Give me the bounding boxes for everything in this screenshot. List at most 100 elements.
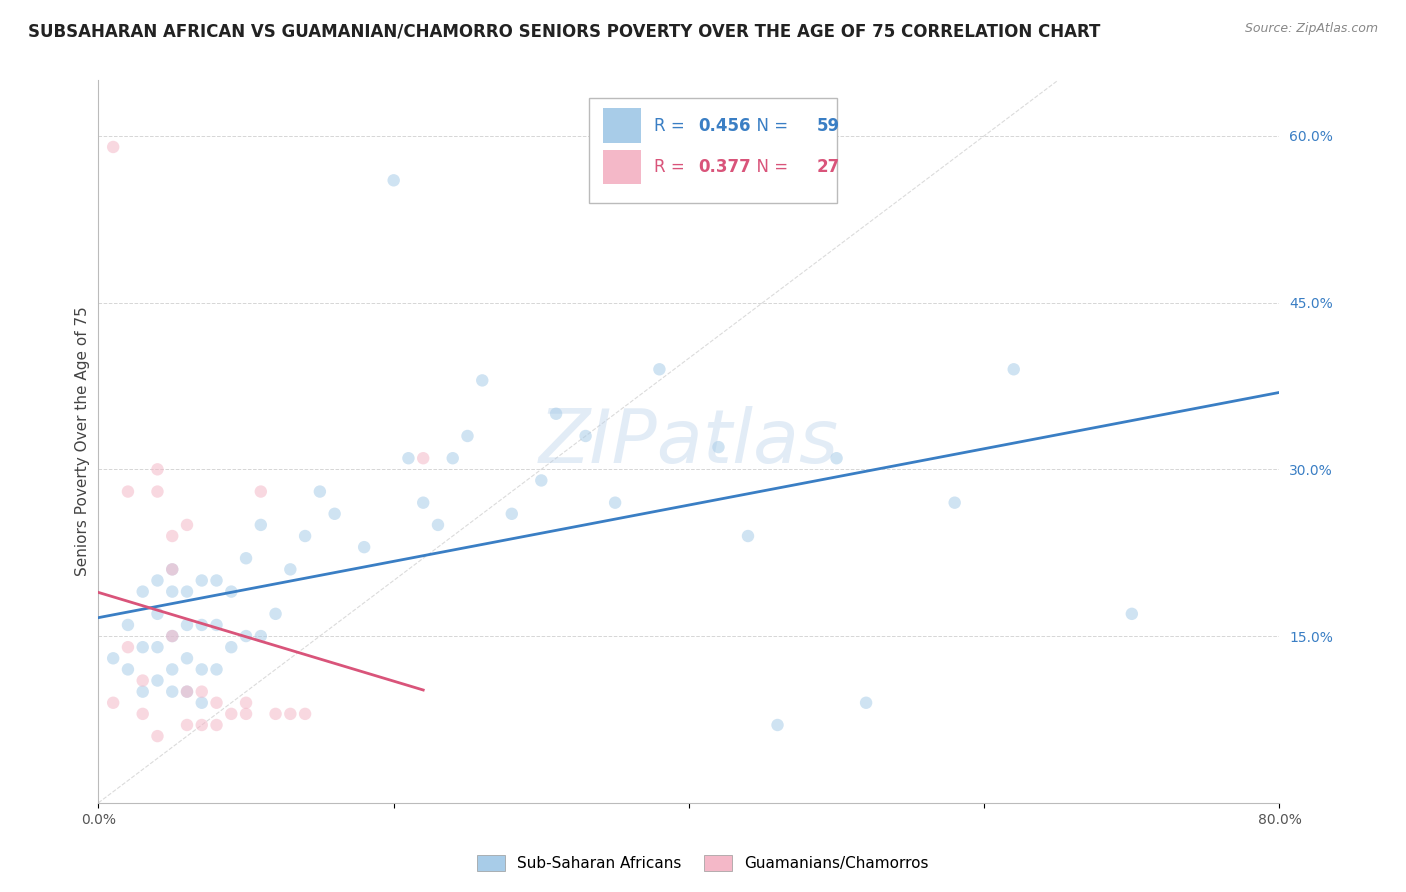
Point	[412, 496, 434, 510]
Point	[176, 584, 198, 599]
Text: R =: R =	[654, 117, 689, 135]
Point	[191, 574, 214, 588]
Point	[205, 718, 228, 732]
Point	[280, 706, 302, 721]
Point	[103, 140, 125, 154]
Point	[855, 696, 877, 710]
Point	[146, 607, 169, 621]
Point	[427, 517, 450, 532]
Point	[382, 173, 405, 187]
Point	[117, 484, 139, 499]
Point	[176, 651, 198, 665]
Bar	[603, 150, 641, 185]
Point	[162, 562, 183, 576]
Point	[176, 684, 198, 698]
Point	[648, 362, 671, 376]
Point	[205, 662, 228, 676]
Point	[825, 451, 848, 466]
Point	[132, 584, 155, 599]
Point	[205, 574, 228, 588]
Point	[162, 684, 183, 698]
Point	[323, 507, 346, 521]
Point	[162, 629, 183, 643]
Point	[146, 729, 169, 743]
Point	[221, 584, 243, 599]
Point	[221, 706, 243, 721]
Point	[235, 551, 257, 566]
Point	[1002, 362, 1025, 376]
Point	[191, 684, 214, 698]
Point	[176, 517, 198, 532]
Point	[162, 529, 183, 543]
Point	[162, 562, 183, 576]
Point	[146, 462, 169, 476]
Point	[146, 673, 169, 688]
Point	[235, 706, 257, 721]
Point	[264, 607, 287, 621]
FancyBboxPatch shape	[589, 98, 837, 203]
Point	[117, 640, 139, 655]
Point	[530, 474, 553, 488]
Point	[575, 429, 598, 443]
Text: 0.377: 0.377	[699, 158, 751, 176]
Point	[132, 640, 155, 655]
Y-axis label: Seniors Poverty Over the Age of 75: Seniors Poverty Over the Age of 75	[75, 307, 90, 576]
Point	[412, 451, 434, 466]
Point	[162, 662, 183, 676]
Point	[766, 718, 789, 732]
Point	[191, 618, 214, 632]
Point	[176, 684, 198, 698]
Point	[441, 451, 464, 466]
Point	[191, 662, 214, 676]
Point	[250, 629, 273, 643]
Point	[943, 496, 966, 510]
Point	[546, 407, 568, 421]
Point	[250, 484, 273, 499]
Text: Source: ZipAtlas.com: Source: ZipAtlas.com	[1244, 22, 1378, 36]
Point	[280, 562, 302, 576]
Text: SUBSAHARAN AFRICAN VS GUAMANIAN/CHAMORRO SENIORS POVERTY OVER THE AGE OF 75 CORR: SUBSAHARAN AFRICAN VS GUAMANIAN/CHAMORRO…	[28, 22, 1101, 40]
Point	[162, 629, 183, 643]
Point	[205, 696, 228, 710]
Text: 0.456: 0.456	[699, 117, 751, 135]
Point	[457, 429, 479, 443]
Point	[294, 529, 316, 543]
Point	[191, 718, 214, 732]
Point	[132, 684, 155, 698]
Point	[176, 618, 198, 632]
Point	[146, 484, 169, 499]
Point	[353, 540, 375, 554]
Point	[235, 629, 257, 643]
Point	[117, 618, 139, 632]
Text: 27: 27	[817, 158, 839, 176]
Text: N =: N =	[745, 158, 793, 176]
Point	[103, 696, 125, 710]
Text: ZIPatlas: ZIPatlas	[538, 406, 839, 477]
Point	[398, 451, 420, 466]
Point	[132, 673, 155, 688]
Point	[264, 706, 287, 721]
Text: 59: 59	[817, 117, 839, 135]
Point	[117, 662, 139, 676]
Point	[235, 696, 257, 710]
Point	[146, 640, 169, 655]
Point	[737, 529, 759, 543]
Point	[1121, 607, 1143, 621]
Text: N =: N =	[745, 117, 793, 135]
Point	[471, 373, 494, 387]
Point	[162, 584, 183, 599]
Point	[191, 696, 214, 710]
Text: R =: R =	[654, 158, 689, 176]
Legend: Sub-Saharan Africans, Guamanians/Chamorros: Sub-Saharan Africans, Guamanians/Chamorr…	[472, 850, 934, 875]
Point	[294, 706, 316, 721]
Point	[205, 618, 228, 632]
Point	[146, 574, 169, 588]
Point	[605, 496, 627, 510]
Point	[309, 484, 332, 499]
Bar	[603, 109, 641, 143]
Point	[176, 718, 198, 732]
Point	[221, 640, 243, 655]
Point	[132, 706, 155, 721]
Point	[103, 651, 125, 665]
Point	[250, 517, 273, 532]
